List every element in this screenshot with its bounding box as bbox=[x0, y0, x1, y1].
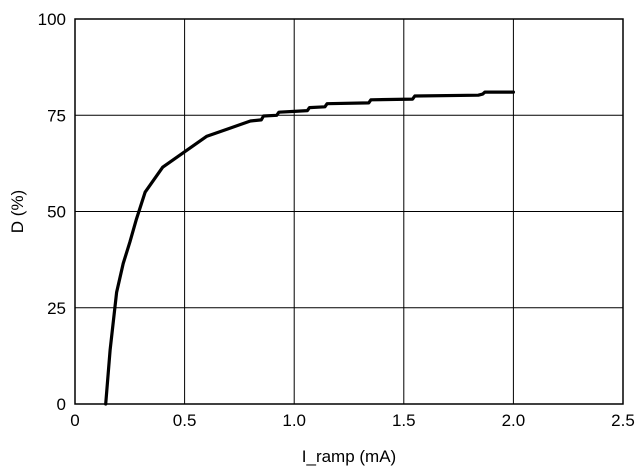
grid bbox=[74, 18, 624, 405]
x-tick-label: 1.5 bbox=[392, 411, 416, 430]
series-line-0 bbox=[104, 90, 516, 406]
x-tick-label: 0 bbox=[70, 411, 79, 430]
x-axis-label: I_ramp (mA) bbox=[302, 447, 396, 466]
y-tick-label: 50 bbox=[47, 203, 66, 222]
x-tick-label: 2.5 bbox=[611, 411, 635, 430]
y-axis-label: D (%) bbox=[8, 190, 27, 233]
x-tick-label: 0.5 bbox=[173, 411, 197, 430]
plot-frame bbox=[74, 18, 624, 405]
y-tick-label: 25 bbox=[47, 299, 66, 318]
series-layer bbox=[104, 90, 516, 406]
y-tick-label: 0 bbox=[57, 395, 66, 414]
x-tick-label: 2.0 bbox=[502, 411, 526, 430]
y-tick-label: 100 bbox=[38, 10, 66, 29]
x-tick-label: 1.0 bbox=[282, 411, 306, 430]
y-tick-labels: 0 25 50 75 100 bbox=[38, 10, 66, 414]
y-tick-label: 75 bbox=[47, 106, 66, 125]
x-tick-labels: 0 0.5 1.0 1.5 2.0 2.5 bbox=[70, 411, 635, 430]
